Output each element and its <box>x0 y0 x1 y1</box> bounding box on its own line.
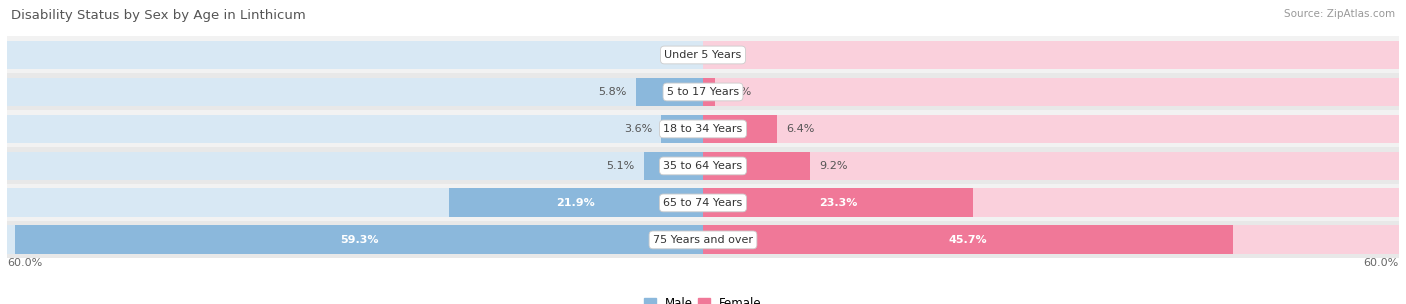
Text: 9.2%: 9.2% <box>818 161 848 171</box>
Text: Disability Status by Sex by Age in Linthicum: Disability Status by Sex by Age in Linth… <box>11 9 307 22</box>
Bar <box>7 185 1399 221</box>
Bar <box>7 147 1399 185</box>
Bar <box>703 151 1399 180</box>
Bar <box>703 78 1399 106</box>
Bar <box>703 151 810 180</box>
Text: 21.9%: 21.9% <box>557 198 595 208</box>
Text: 59.3%: 59.3% <box>340 235 378 245</box>
Bar <box>7 226 703 254</box>
Bar <box>703 226 1233 254</box>
Text: 0.0%: 0.0% <box>717 50 745 60</box>
Text: 5.1%: 5.1% <box>606 161 634 171</box>
Bar <box>7 110 1399 147</box>
Bar <box>7 36 1399 74</box>
Bar <box>644 151 703 180</box>
Bar <box>7 221 1399 258</box>
Text: 60.0%: 60.0% <box>7 258 42 268</box>
Bar <box>703 115 1399 143</box>
Text: 65 to 74 Years: 65 to 74 Years <box>664 198 742 208</box>
Text: 23.3%: 23.3% <box>818 198 858 208</box>
Bar <box>7 115 703 143</box>
Legend: Male, Female: Male, Female <box>640 292 766 304</box>
Text: 45.7%: 45.7% <box>949 235 987 245</box>
Bar <box>703 78 714 106</box>
Text: 35 to 64 Years: 35 to 64 Years <box>664 161 742 171</box>
Text: 1.0%: 1.0% <box>724 87 752 97</box>
Bar <box>703 188 1399 217</box>
Bar <box>7 188 703 217</box>
Bar <box>7 78 703 106</box>
Text: 3.6%: 3.6% <box>624 124 652 134</box>
Bar <box>15 226 703 254</box>
Bar <box>661 115 703 143</box>
Text: 5.8%: 5.8% <box>598 87 627 97</box>
Text: 6.4%: 6.4% <box>786 124 815 134</box>
Text: Source: ZipAtlas.com: Source: ZipAtlas.com <box>1284 9 1395 19</box>
Bar <box>7 74 1399 110</box>
Bar <box>703 188 973 217</box>
Bar <box>449 188 703 217</box>
Bar <box>703 40 1399 69</box>
Text: 75 Years and over: 75 Years and over <box>652 235 754 245</box>
Text: 18 to 34 Years: 18 to 34 Years <box>664 124 742 134</box>
Text: Under 5 Years: Under 5 Years <box>665 50 741 60</box>
Bar <box>703 115 778 143</box>
Text: 5 to 17 Years: 5 to 17 Years <box>666 87 740 97</box>
Bar <box>636 78 703 106</box>
Bar <box>7 151 703 180</box>
Text: 0.0%: 0.0% <box>661 50 689 60</box>
Text: 60.0%: 60.0% <box>1364 258 1399 268</box>
Bar <box>703 226 1399 254</box>
Bar <box>7 40 703 69</box>
